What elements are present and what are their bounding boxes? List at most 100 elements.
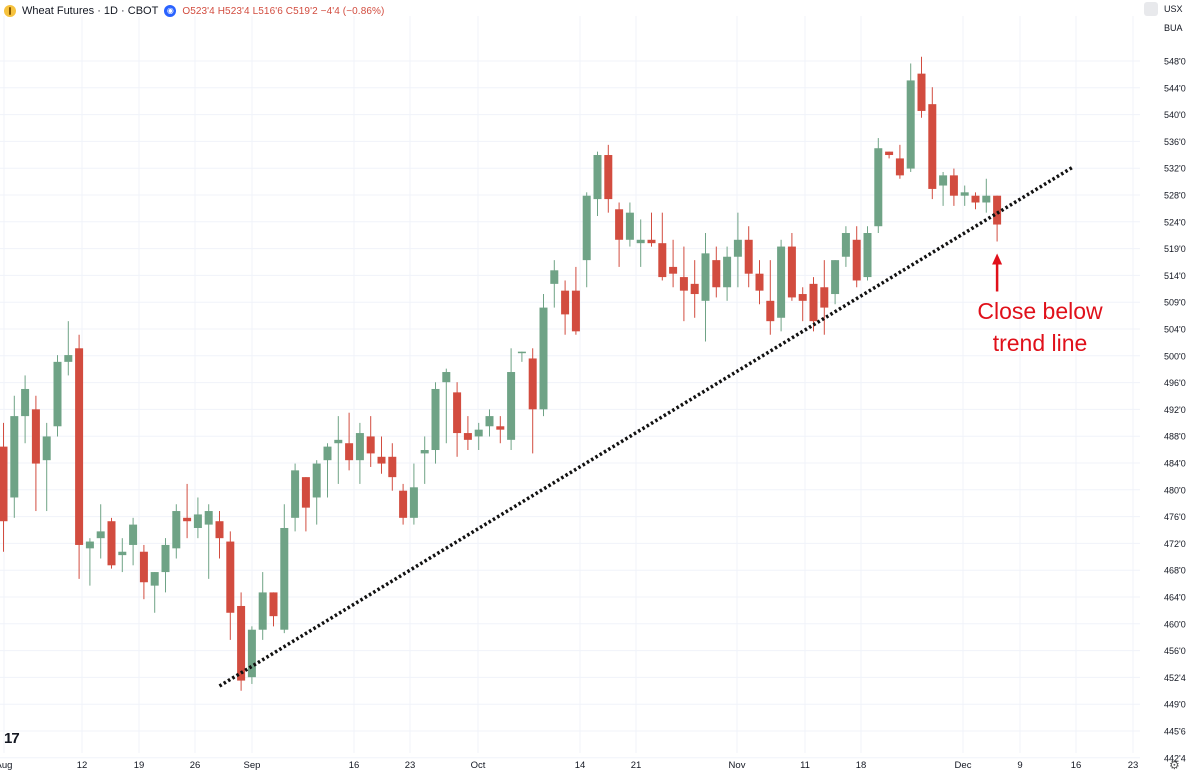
candle	[269, 592, 278, 627]
candle	[431, 382, 440, 464]
candle	[528, 348, 537, 454]
y-tick-label: 442'4	[1164, 753, 1186, 763]
candle	[993, 195, 1002, 242]
candle-body	[323, 446, 332, 461]
symbol-title[interactable]: Wheat Futures · 1D · CBOT	[22, 5, 159, 17]
candle	[939, 171, 948, 206]
x-tick-label: 23	[405, 760, 416, 771]
annotation-layer: Close below trend line	[977, 253, 1103, 356]
candle	[161, 538, 170, 593]
candle	[172, 504, 181, 559]
candle-body	[355, 433, 364, 461]
candle-body	[388, 456, 397, 478]
candle-body	[172, 511, 181, 549]
candle-body	[820, 287, 829, 308]
candle-body	[539, 307, 548, 410]
candle	[345, 412, 354, 471]
y-tick-label: 528'0	[1164, 191, 1186, 201]
candle-body	[679, 277, 688, 291]
candle-body	[917, 73, 926, 111]
unit-toggle-button[interactable]	[1144, 2, 1158, 16]
candle-body	[431, 388, 440, 451]
visibility-icon[interactable]: ◉	[164, 5, 177, 17]
candle	[366, 416, 375, 467]
candle	[129, 517, 138, 566]
candle	[550, 260, 559, 308]
candle-body	[766, 300, 775, 322]
trend-line[interactable]	[218, 165, 1074, 688]
candle	[107, 517, 116, 569]
candle-body	[690, 283, 699, 295]
candle-body	[615, 209, 624, 240]
candle-body	[777, 246, 786, 318]
candle-body	[107, 521, 116, 566]
candle-body	[161, 544, 170, 573]
candle-body	[226, 541, 235, 613]
x-tick-label: 23	[1128, 760, 1139, 771]
y-tick-label: 472'0	[1164, 539, 1186, 549]
candle-body	[669, 266, 678, 274]
candle	[204, 504, 213, 579]
unit-label[interactable]: USX	[1164, 4, 1183, 14]
candle	[885, 151, 894, 159]
wheat-symbol-icon[interactable]	[4, 5, 16, 17]
y-tick-label: 488'0	[1164, 432, 1186, 442]
candle	[355, 422, 364, 484]
candle-body	[550, 270, 559, 284]
candle	[226, 531, 235, 640]
candle	[766, 260, 775, 335]
candle-body	[366, 436, 375, 454]
y-tick-label: 468'0	[1164, 566, 1186, 576]
y-tick-label: 449'0	[1164, 700, 1186, 710]
candle	[75, 334, 84, 579]
candle-body	[939, 175, 948, 186]
candle-body	[593, 155, 602, 200]
y-tick-label: 464'0	[1164, 593, 1186, 603]
gear-icon[interactable]: ⚙	[1169, 758, 1180, 772]
candle-body	[733, 239, 742, 257]
candle-body	[150, 572, 159, 586]
candle	[679, 246, 688, 322]
annotation-text-line2: trend line	[993, 330, 1088, 356]
candle-body	[215, 521, 224, 539]
candle-body	[485, 416, 494, 427]
candle-body	[841, 233, 850, 257]
candle	[21, 375, 30, 444]
y-tick-label: 514'0	[1164, 271, 1186, 281]
candle-body	[744, 239, 753, 274]
candle	[982, 178, 991, 213]
candle	[442, 368, 451, 444]
candle	[139, 544, 148, 600]
candle	[733, 212, 742, 288]
y-tick-label: 445'6	[1164, 727, 1186, 737]
candle-body	[0, 446, 8, 522]
candle-body	[463, 433, 472, 440]
candle	[712, 246, 721, 298]
x-tick-label: 12	[77, 760, 88, 771]
candle	[485, 409, 494, 437]
candle	[917, 56, 926, 118]
candle-body	[193, 514, 202, 528]
candle-body	[10, 416, 19, 498]
y-tick-label: 452'4	[1164, 673, 1186, 683]
candle-body	[712, 260, 721, 288]
candle	[280, 504, 289, 634]
candle-body	[787, 246, 796, 298]
y-tick-label: 456'0	[1164, 646, 1186, 656]
candle	[247, 626, 256, 684]
candle-body	[280, 527, 289, 630]
candle	[474, 422, 483, 451]
trend-line-layer	[218, 165, 1074, 688]
y-tick-label: 548'0	[1164, 57, 1186, 67]
candle	[928, 87, 937, 200]
x-tick-label: 16	[1071, 760, 1082, 771]
y-tick-label: 476'0	[1164, 512, 1186, 522]
unit-label-secondary[interactable]: BUA	[1164, 23, 1183, 33]
candle	[777, 239, 786, 332]
candle	[507, 348, 516, 451]
candle	[409, 463, 418, 525]
candle	[636, 219, 645, 267]
candle-body	[831, 260, 840, 295]
candle-body	[204, 511, 213, 525]
